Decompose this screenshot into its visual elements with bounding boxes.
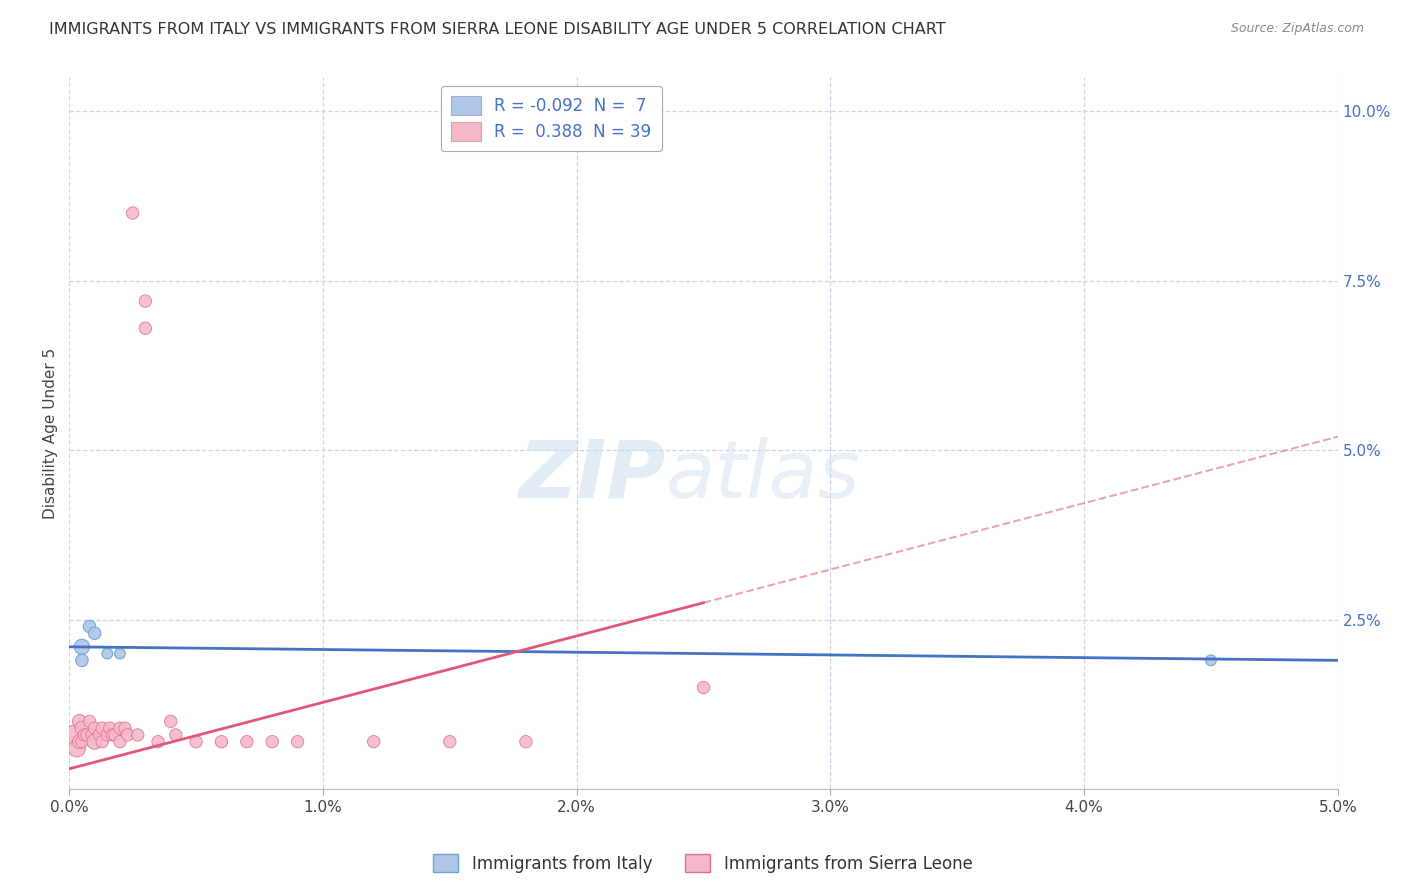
Y-axis label: Disability Age Under 5: Disability Age Under 5 [44,348,58,519]
Point [127,728,149,742]
Point [262,734,284,748]
Text: IMMIGRANTS FROM ITALY VS IMMIGRANTS FROM SIERRA LEONE DISABILITY AGE UNDER 5 COR: IMMIGRANTS FROM ITALY VS IMMIGRANTS FROM… [49,22,946,37]
Point [70,721,93,735]
Point [67,734,90,748]
Point [211,734,233,748]
Point [76,728,98,742]
Point [117,728,139,742]
Point [98,721,121,735]
Point [101,728,124,742]
Point [63,728,86,742]
Point [236,734,259,748]
Point [70,734,93,748]
Point [96,728,118,742]
Point [79,714,101,729]
Point [73,728,96,742]
Point [67,714,90,729]
Point [83,721,105,735]
Point [108,734,131,748]
Point [159,714,181,729]
Legend: R = -0.092  N =  7, R =  0.388  N = 39: R = -0.092 N = 7, R = 0.388 N = 39 [441,86,661,151]
Point [79,619,101,633]
Point [114,721,136,735]
Point [70,640,93,654]
Point [108,721,131,735]
Point [80,728,103,742]
Point [70,653,93,667]
Point [96,647,118,661]
Point [134,321,156,335]
Point [89,728,111,742]
Point [146,734,169,748]
Point [692,681,714,695]
Text: ZIP: ZIP [517,437,665,515]
Point [1199,653,1222,667]
Legend: Immigrants from Italy, Immigrants from Sierra Leone: Immigrants from Italy, Immigrants from S… [426,847,980,880]
Point [66,741,89,756]
Point [165,728,187,742]
Point [91,734,114,748]
Point [91,721,114,735]
Point [184,734,207,748]
Text: atlas: atlas [665,437,860,515]
Point [108,647,131,661]
Text: Source: ZipAtlas.com: Source: ZipAtlas.com [1230,22,1364,36]
Point [363,734,385,748]
Point [121,206,143,220]
Point [515,734,537,748]
Point [287,734,309,748]
Point [83,734,105,748]
Point [104,728,127,742]
Point [439,734,461,748]
Point [134,294,156,309]
Point [83,626,105,640]
